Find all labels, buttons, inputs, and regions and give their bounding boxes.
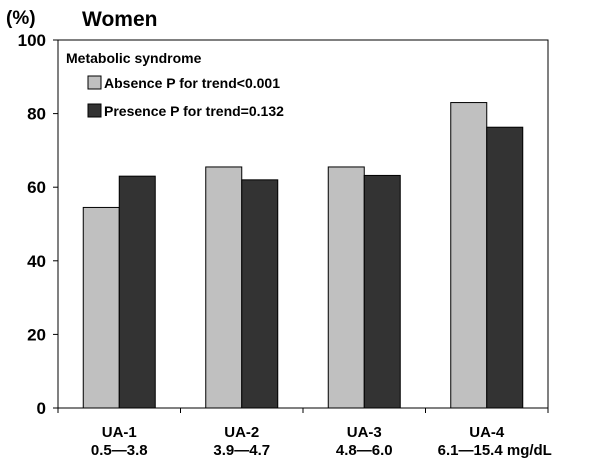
legend: Metabolic syndrome Absence P for trend<0… bbox=[66, 50, 284, 119]
bar-absence-ua-2 bbox=[205, 166, 243, 409]
legend-swatch-presence bbox=[87, 103, 102, 118]
x-category-range: 4.8—6.0 bbox=[336, 442, 393, 459]
y-tick-label: 80 bbox=[27, 105, 46, 124]
x-category-label: UA-3 bbox=[347, 424, 382, 441]
bar-presence-ua-3 bbox=[363, 174, 401, 409]
legend-title: Metabolic syndrome bbox=[66, 50, 202, 66]
bar-presence-ua-2 bbox=[241, 179, 279, 409]
chart-title: Women bbox=[82, 8, 157, 31]
x-category-label: UA-1 bbox=[102, 424, 137, 441]
x-category-label: UA-4 bbox=[469, 424, 505, 441]
legend-label-absence: Absence P for trend<0.001 bbox=[104, 75, 280, 91]
bar-absence-ua-4 bbox=[450, 102, 488, 409]
y-tick-label: 20 bbox=[27, 325, 46, 344]
y-tick-label: 60 bbox=[27, 178, 46, 197]
y-tick-label: 100 bbox=[18, 31, 46, 50]
y-tick-label: 0 bbox=[37, 399, 46, 418]
x-category-range: 3.9—4.7 bbox=[213, 442, 270, 459]
x-category-label: UA-2 bbox=[224, 424, 259, 441]
bar-absence-ua-1 bbox=[82, 206, 120, 409]
bar-absence-ua-3 bbox=[327, 166, 365, 409]
legend-label-presence: Presence P for trend=0.132 bbox=[104, 103, 284, 119]
x-category-range: 0.5—3.8 bbox=[91, 442, 148, 459]
bar-presence-ua-1 bbox=[118, 175, 156, 409]
bar-presence-ua-4 bbox=[486, 126, 524, 409]
y-axis-label: (%) bbox=[6, 8, 36, 29]
y-tick-label: 40 bbox=[27, 252, 46, 271]
legend-swatch-absence bbox=[87, 75, 102, 90]
x-category-range: 6.1—15.4 mg/dL bbox=[438, 442, 552, 459]
